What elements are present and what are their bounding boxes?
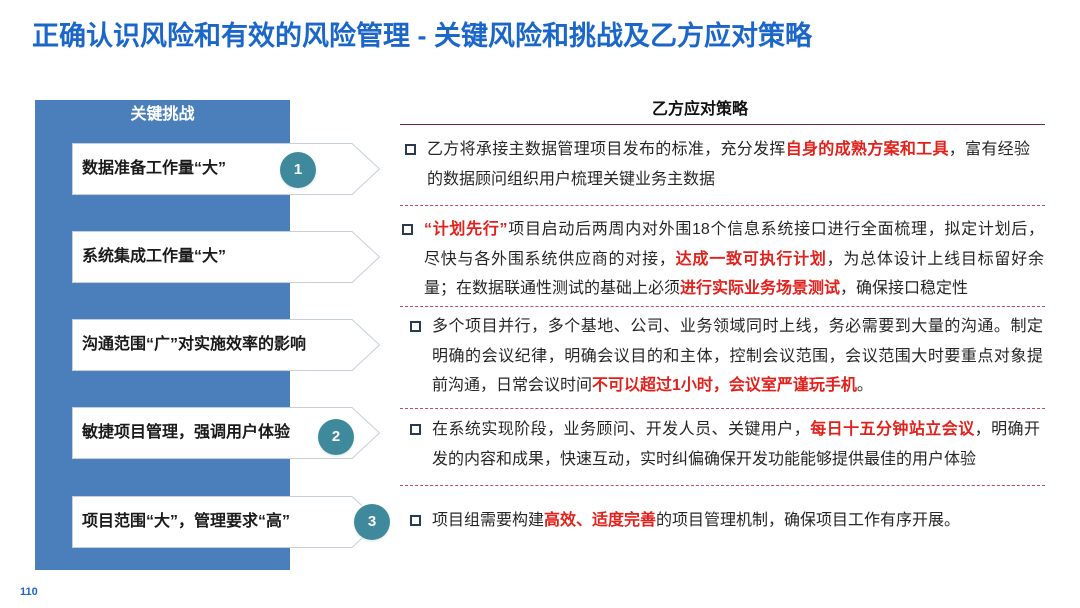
strategy-highlight: 高效、适度完善 xyxy=(544,512,657,529)
strategy-item-2: “计划先行”项目启动后两周内对外围18个信息系统接口进行全面梳理，拟定计划后， … xyxy=(402,215,1044,304)
strategy-text: 的项目管理机制，确保项目工作有序开展。 xyxy=(656,512,961,529)
dashed-divider xyxy=(400,408,1045,409)
strategy-line: 前沟通，日常会议时间不可以超过1小时，会议室严谨玩手机。 xyxy=(432,371,1043,401)
challenge-item-5: 项目范围“大”，管理要求“高” xyxy=(72,496,380,548)
strategy-item-1: 乙方将承接主数据管理项目发布的标准，充分发挥自身的成熟方案和工具，富有经验 的数… xyxy=(405,135,1030,195)
strategy-text: 量；在数据联通性测试的基础上必须 xyxy=(424,280,681,297)
strategy-text: 在系统实现阶段，业务顾问、开发人员、关键用户， xyxy=(432,421,811,438)
strategy-text: 乙方将承接主数据管理项目发布的标准，充分发挥 xyxy=(427,141,786,158)
challenge-label: 数据准备工作量“大” xyxy=(82,160,227,177)
strategy-line: 的数据顾问组织用户梳理关键业务主数据 xyxy=(427,165,1030,195)
strategy-text: 项目组需要构建 xyxy=(432,512,545,529)
number-badge-1: 1 xyxy=(280,152,316,188)
page-number: 110 xyxy=(20,586,38,598)
dashed-divider xyxy=(400,485,1045,486)
strategy-line: “计划先行”项目启动后两周内对外围18个信息系统接口进行全面梳理，拟定计划后， xyxy=(424,215,1044,245)
strategy-highlight: 进行实际业务场景测试 xyxy=(680,280,841,297)
challenge-label: 沟通范围“广”对实施效率的影响 xyxy=(82,336,307,353)
strategy-text: 发的内容和成果，快速互动，实时纠偏确保开发功能能够提供最佳的用户体验 xyxy=(432,450,977,468)
strategy-highlight: 自身的成熟方案和工具 xyxy=(785,141,949,158)
square-bullet-icon xyxy=(402,224,413,235)
strategy-text: ，为总体设计上线目标留好余 xyxy=(826,250,1044,268)
dashed-divider xyxy=(400,205,1045,206)
strategy-line: 发的内容和成果，快速互动，实时纠偏确保开发功能能够提供最佳的用户体验 xyxy=(432,445,1040,475)
strategy-line: 乙方将承接主数据管理项目发布的标准，充分发挥自身的成熟方案和工具，富有经验 xyxy=(427,135,1030,165)
challenge-item-4: 敏捷项目管理，强调用户体验 xyxy=(72,407,380,459)
chevron-arrow-shape xyxy=(72,231,380,283)
strategy-line: 尽快与各外围系统供应商的对接，达成一致可执行计划，为总体设计上线目标留好余 xyxy=(424,245,1044,275)
challenge-label: 系统集成工作量“大” xyxy=(82,248,227,265)
challenge-item-3: 沟通范围“广”对实施效率的影响 xyxy=(72,319,380,371)
header-divider xyxy=(400,124,1045,125)
strategies-header: 乙方应对策略 xyxy=(651,101,748,118)
strategy-item-4: 在系统实现阶段，业务顾问、开发人员、关键用户，每日十五分钟站立会议，明确开 发的… xyxy=(410,415,1040,475)
challenge-label: 敏捷项目管理，强调用户体验 xyxy=(82,424,291,441)
strategy-highlight: 每日十五分钟站立会议 xyxy=(810,421,975,438)
strategy-highlight: 不可以超过1小时，会议室严谨玩手机 xyxy=(592,377,857,394)
strategy-text: ，明确开 xyxy=(974,421,1040,438)
strategy-text: 项目启动后两周内对外围18个信息系统接口进行全面梳理，拟定计划后， xyxy=(507,221,1044,238)
strategy-highlight: “计划先行” xyxy=(424,221,508,238)
strategy-text: 尽快与各外围系统供应商的对接， xyxy=(424,250,676,268)
strategy-line: 量；在数据联通性测试的基础上必须进行实际业务场景测试，确保接口稳定性 xyxy=(424,274,1044,304)
challenge-label: 项目范围“大”，管理要求“高” xyxy=(82,513,291,530)
number-badge-2: 2 xyxy=(318,419,354,455)
strategy-text: 明确的会议纪律，明确会议目的和主体，控制会议范围，会议范围大时要重点对象提 xyxy=(432,347,1043,365)
strategy-line: 明确的会议纪律，明确会议目的和主体，控制会议范围，会议范围大时要重点对象提 xyxy=(432,342,1043,372)
square-bullet-icon xyxy=(405,144,416,155)
square-bullet-icon xyxy=(410,515,421,526)
challenge-item-2: 系统集成工作量“大” xyxy=(72,231,380,283)
strategy-line: 项目组需要构建高效、适度完善的项目管理机制，确保项目工作有序开展。 xyxy=(432,506,1042,536)
strategy-text: 。 xyxy=(856,377,873,394)
dashed-divider xyxy=(400,306,1045,307)
strategy-text: 多个项目并行，多个基地、公司、业务领域同时上线，务必需要到大量的沟通。制定 xyxy=(432,318,1043,335)
square-bullet-icon xyxy=(410,321,421,332)
challenge-item-1: 数据准备工作量“大” xyxy=(72,143,380,195)
square-bullet-icon xyxy=(410,424,421,435)
strategy-line: 多个项目并行，多个基地、公司、业务领域同时上线，务必需要到大量的沟通。制定 xyxy=(432,312,1043,342)
challenges-header: 关键挑战 xyxy=(130,106,195,123)
strategy-line: 在系统实现阶段，业务顾问、开发人员、关键用户，每日十五分钟站立会议，明确开 xyxy=(432,415,1040,445)
strategy-text: ，确保接口稳定性 xyxy=(840,280,969,297)
strategy-text: ，富有经验 xyxy=(948,141,1030,158)
strategy-item-5: 项目组需要构建高效、适度完善的项目管理机制，确保项目工作有序开展。 xyxy=(410,506,1042,536)
strategy-text: 前沟通，日常会议时间 xyxy=(432,377,593,394)
number-badge-3: 3 xyxy=(354,504,390,540)
strategy-item-3: 多个项目并行，多个基地、公司、业务领域同时上线，务必需要到大量的沟通。制定 明确… xyxy=(410,312,1043,401)
strategy-text: 的数据顾问组织用户梳理关键业务主数据 xyxy=(427,170,716,188)
strategy-highlight: 达成一致可执行计划 xyxy=(675,250,827,268)
chevron-arrow-shape xyxy=(72,319,380,371)
chevron-arrow-shape xyxy=(72,407,380,459)
slide-title: 正确认识风险和有效的风险管理 - 关键风险和挑战及乙方应对策略 xyxy=(32,21,812,51)
